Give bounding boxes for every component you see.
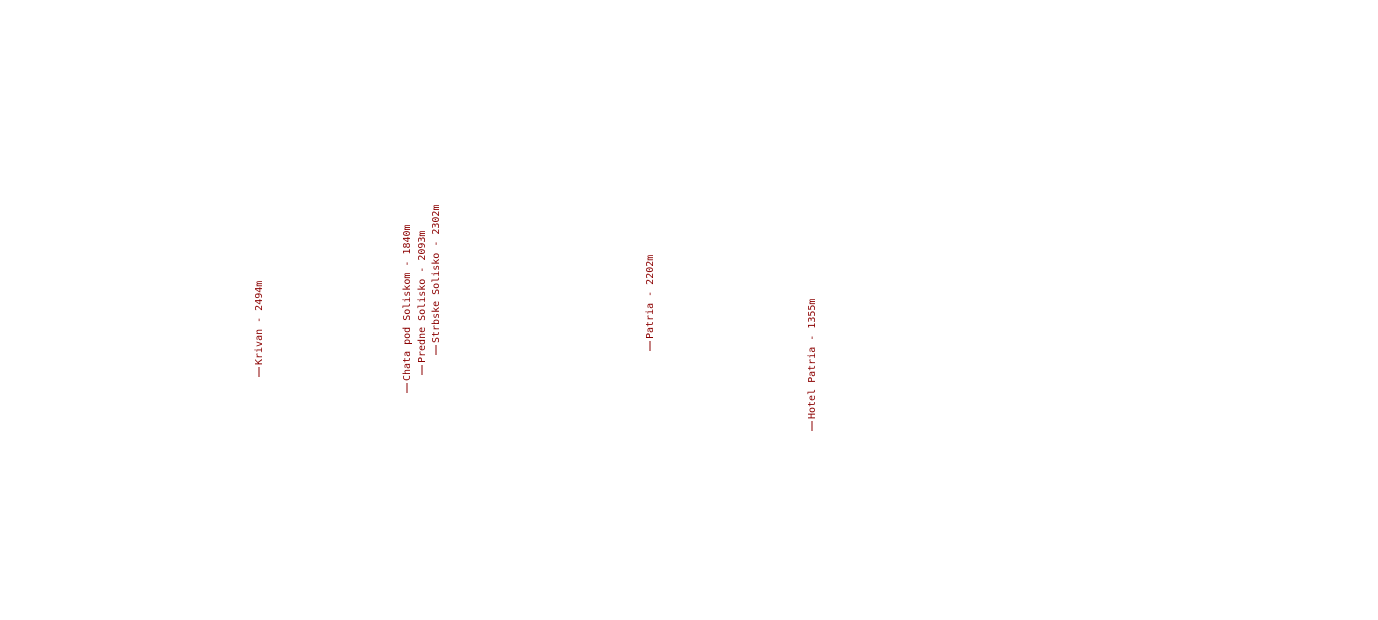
label-group: Hotel Patria - 1355m <box>807 299 818 431</box>
label: Predne Solisko - 2093m <box>417 231 428 363</box>
label: Hotel Patria - 1355m <box>807 299 818 419</box>
label-group: Krivan - 2494m <box>254 281 265 377</box>
label-group: Strbske Solisko - 2302m <box>431 205 442 355</box>
label: Patria - 2202m <box>645 255 656 339</box>
label-group: Patria - 2202m <box>645 255 656 351</box>
label: Strbske Solisko - 2302m <box>431 205 442 343</box>
label-group: Chata pod Soliskom - 1840m <box>402 224 413 393</box>
label: Krivan - 2494m <box>254 281 265 365</box>
label-group: Predne Solisko - 2093m <box>417 231 428 375</box>
label: Chata pod Soliskom - 1840m <box>402 224 413 381</box>
